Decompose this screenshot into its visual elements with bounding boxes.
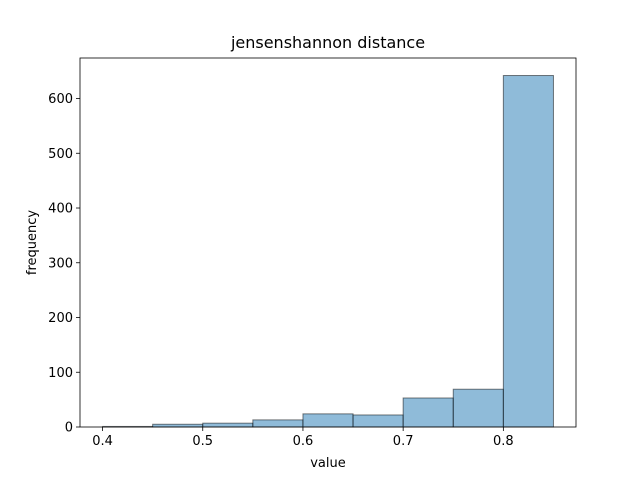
x-axis-label: value <box>310 456 346 471</box>
axes-frame <box>79 57 577 428</box>
x-tick-label-3: 0.7 <box>393 434 414 449</box>
y-tick-label-4: 400 <box>48 202 73 217</box>
y-tick-label-6: 600 <box>48 92 73 107</box>
y-tick-label-3: 300 <box>48 256 73 271</box>
histogram-bar-4 <box>302 413 354 428</box>
x-tick-label-2: 0.6 <box>293 434 314 449</box>
bars-group <box>102 75 554 428</box>
histogram-bar-8 <box>502 75 554 428</box>
chart-title: jensenshannon distance <box>230 33 425 52</box>
y-tick-label-0: 0 <box>65 421 73 436</box>
histogram-bar-3 <box>252 419 304 428</box>
x-tick-label-0: 0.4 <box>92 434 113 449</box>
histogram-bar-7 <box>452 388 504 428</box>
y-ticks: 0 100 200 300 400 500 600 <box>48 92 80 436</box>
y-tick-label-2: 200 <box>48 311 73 326</box>
histogram-bar-5 <box>352 414 404 428</box>
x-tick-label-1: 0.5 <box>192 434 213 449</box>
y-tick-label-1: 100 <box>48 366 73 381</box>
histogram-bar-2 <box>202 422 254 428</box>
y-tick-label-5: 500 <box>48 147 73 162</box>
y-axis-label: frequency <box>25 210 40 276</box>
histogram-bar-6 <box>402 397 454 428</box>
x-ticks: 0.4 0.5 0.6 0.7 0.8 <box>92 427 514 449</box>
histogram-bar-1 <box>152 423 204 428</box>
x-tick-label-4: 0.8 <box>493 434 514 449</box>
